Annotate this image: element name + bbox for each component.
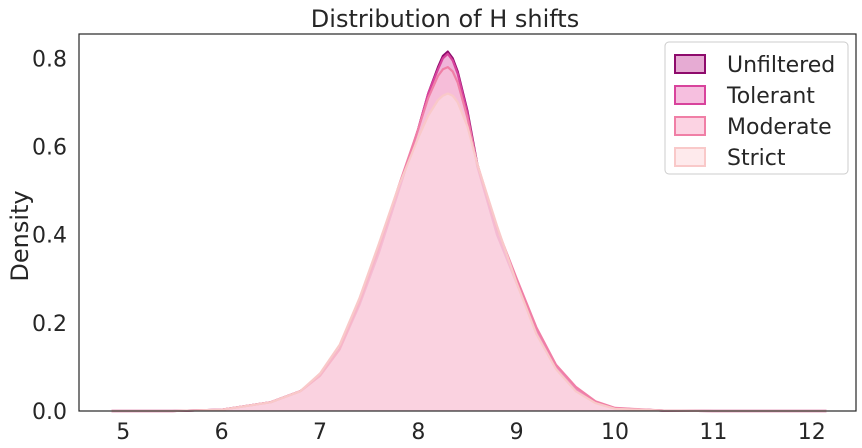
y-tick-label: 0.4: [32, 224, 67, 249]
area-strict: [111, 93, 827, 411]
x-tick-label: 8: [411, 420, 425, 445]
x-tick-label: 5: [116, 420, 130, 445]
x-axis-ticks: 5 6 7 8 9 10 11 12: [116, 420, 825, 445]
legend-box: [664, 41, 849, 175]
legend-swatch-tolerant: [674, 85, 706, 105]
y-axis-label: Density: [6, 190, 34, 281]
legend-swatch-strict: [674, 147, 706, 167]
legend-label-unfiltered: Unfiltered: [727, 53, 835, 78]
series-layer: [111, 50, 827, 413]
x-tick-label: 6: [215, 420, 229, 445]
legend-label-tolerant: Tolerant: [726, 84, 815, 109]
chart-title: Distribution of H shifts: [311, 5, 579, 33]
legend-label-strict: Strict: [727, 146, 786, 171]
line-strict: [111, 92, 827, 413]
y-axis-ticks: 0.0 0.2 0.4 0.6 0.8: [32, 47, 67, 425]
y-tick-label: 0.8: [32, 47, 67, 72]
x-tick-label: 9: [510, 420, 524, 445]
legend-swatch-unfiltered: [674, 54, 706, 74]
x-tick-label: 11: [699, 420, 727, 445]
x-tick-label: 10: [601, 420, 629, 445]
y-tick-label: 0.6: [32, 135, 67, 160]
legend: Unfiltered Tolerant Moderate Strict: [664, 41, 849, 175]
y-tick-label: 0.0: [32, 400, 67, 425]
x-tick-label: 7: [313, 420, 327, 445]
plot-frame: [78, 33, 857, 412]
legend-swatch-moderate: [674, 116, 706, 136]
x-tick-label: 12: [798, 420, 826, 445]
legend-label-moderate: Moderate: [727, 115, 832, 140]
y-tick-label: 0.2: [32, 312, 67, 337]
